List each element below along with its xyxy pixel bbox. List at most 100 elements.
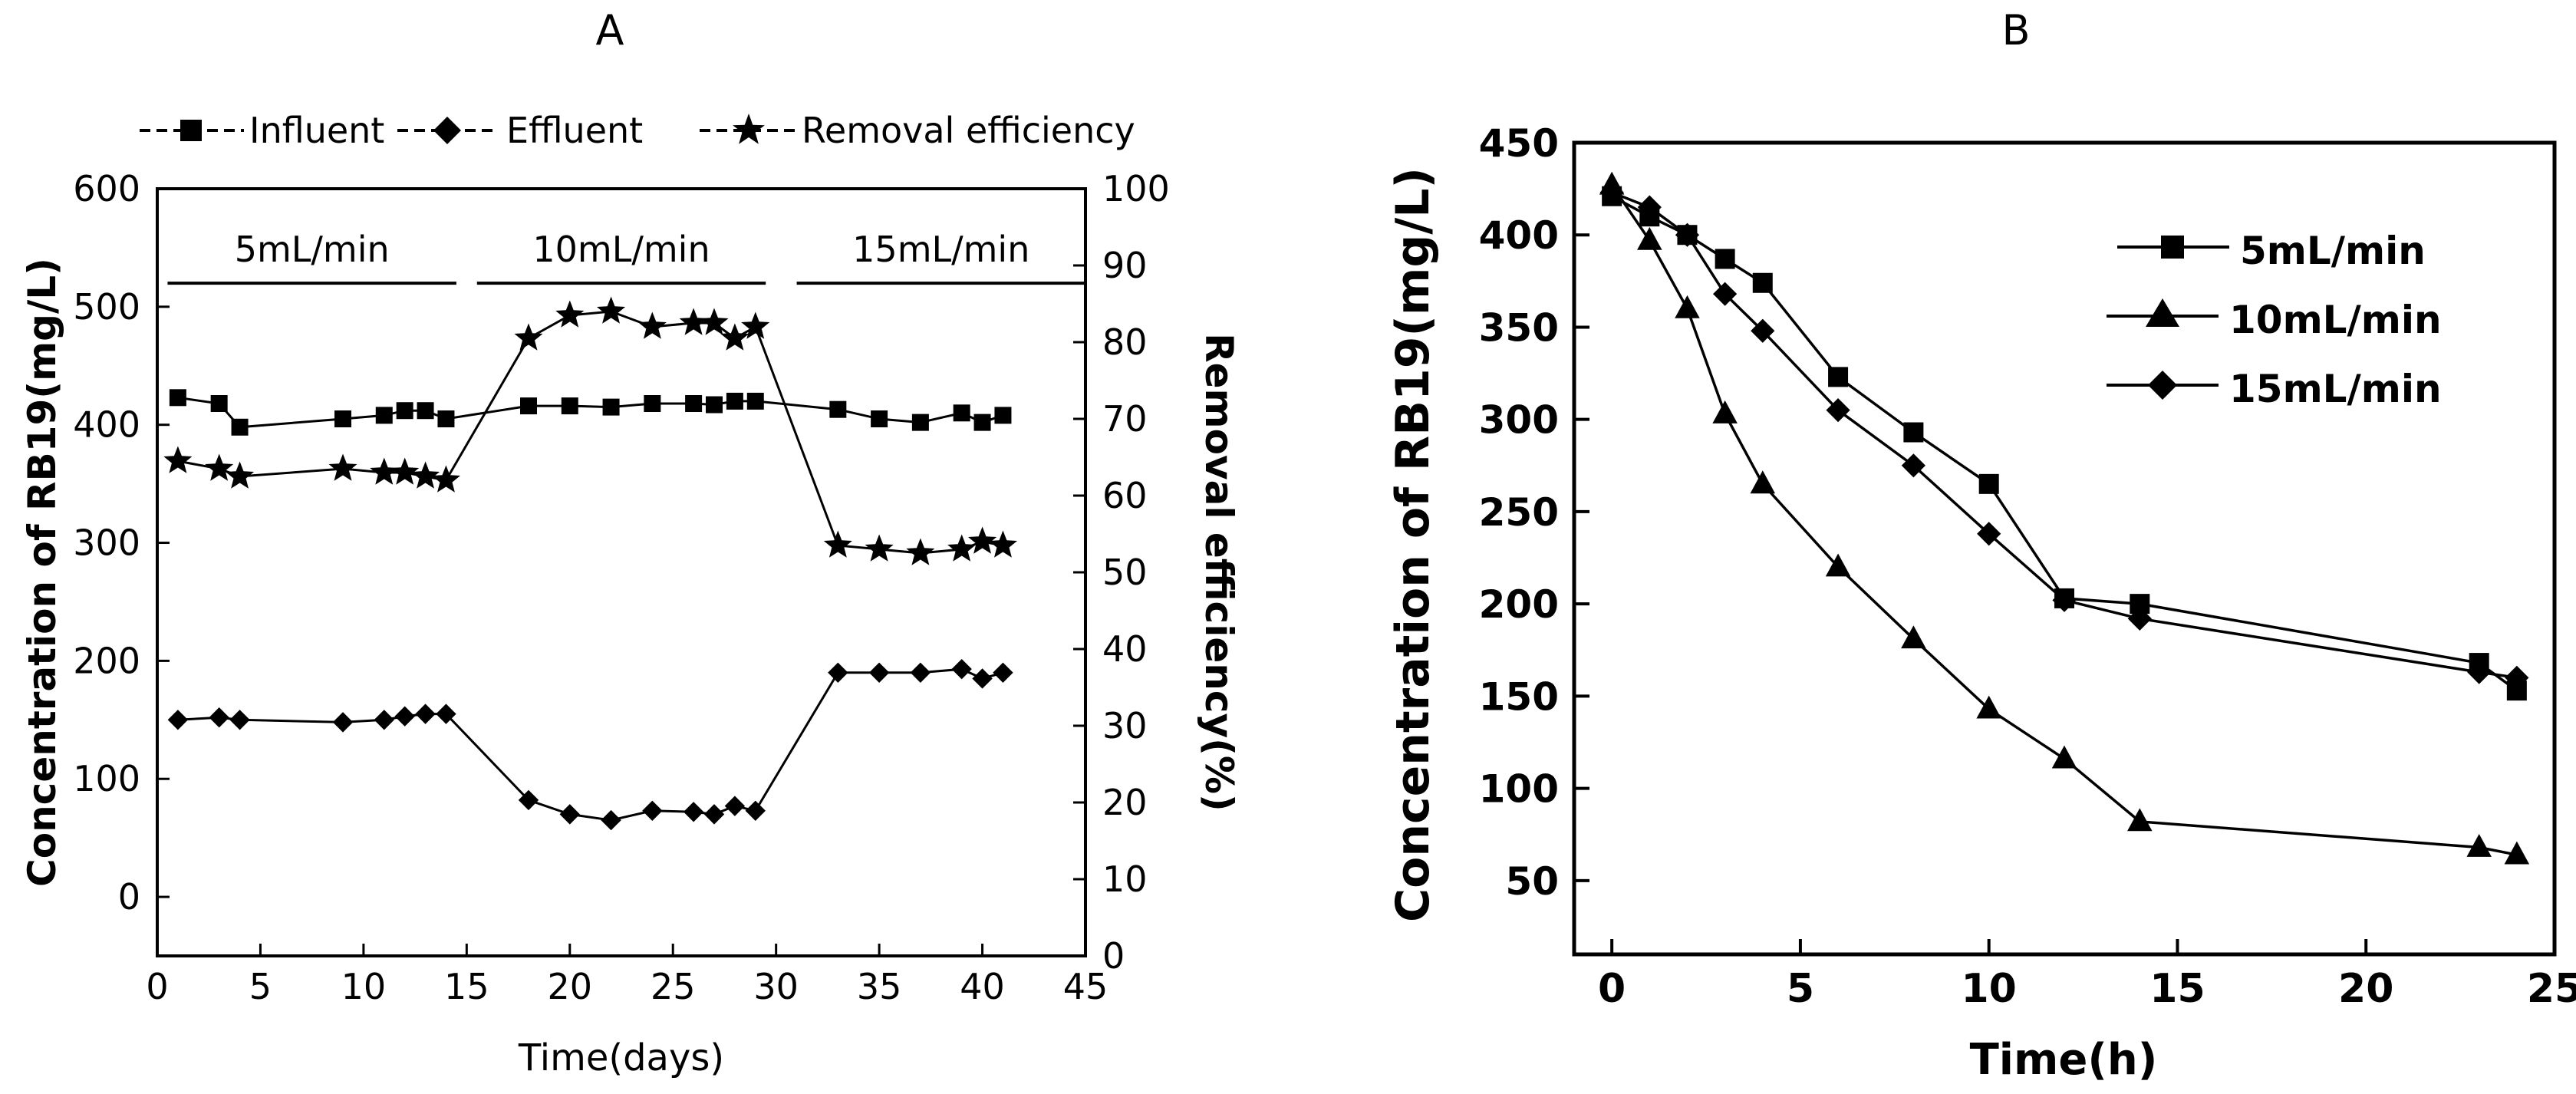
legend-removal-efficiency-label: Removal efficiency <box>802 110 1135 151</box>
phase-label: 15mL/min <box>852 229 1029 270</box>
data-point-removal-efficiency <box>390 457 420 485</box>
data-point-15ml-min <box>1675 222 1700 247</box>
y2-tick-label: 10 <box>1102 858 1148 900</box>
data-point-effluent <box>518 789 539 811</box>
data-point-removal-efficiency <box>328 453 357 481</box>
legend-effluent-diamond-icon <box>433 117 461 144</box>
y-tick-label: 400 <box>1479 213 1559 258</box>
data-point-effluent <box>415 704 436 724</box>
data-point-removal-efficiency <box>597 296 626 324</box>
legend-removal-efficiency-star-icon <box>733 114 765 144</box>
data-point-effluent <box>951 658 972 680</box>
data-point-10ml-min <box>2127 808 2153 832</box>
x-tick-label: 15 <box>2149 966 2205 1012</box>
y2-tick-label: 40 <box>1102 628 1148 670</box>
x-tick-label: 30 <box>753 966 799 1007</box>
data-point-effluent <box>703 804 725 825</box>
data-point-effluent <box>601 809 621 831</box>
data-point-effluent <box>642 800 663 821</box>
panel-a-x-axis: 0 5 10 15 20 25 30 35 40 45 <box>146 944 1108 1007</box>
series-line-removal-efficiency <box>177 310 1003 555</box>
data-point-influent <box>375 407 393 424</box>
y2-tick-label: 50 <box>1102 552 1148 593</box>
data-point-10ml-min <box>2051 745 2077 769</box>
data-point-influent <box>334 410 351 427</box>
panel-a-title: A <box>596 6 624 54</box>
data-point-15ml-min <box>2467 660 2492 684</box>
data-point-15ml-min <box>2052 588 2077 612</box>
x-tick-label: 40 <box>960 966 1005 1007</box>
data-point-influent <box>829 400 847 418</box>
data-point-10ml-min <box>1675 295 1700 318</box>
data-point-influent <box>746 392 764 410</box>
data-point-5ml-min <box>1903 422 1924 443</box>
data-point-5ml-min <box>1978 473 1999 494</box>
panel-b-y-label: Concentration of RB19(mg/L) <box>1386 167 1440 922</box>
data-point-removal-efficiency <box>637 311 667 339</box>
data-point-effluent <box>724 796 746 816</box>
y2-tick-label: 90 <box>1102 245 1148 286</box>
data-point-effluent <box>972 668 993 689</box>
data-point-5ml-min <box>1715 249 1735 269</box>
data-point-10ml-min <box>2504 841 2530 865</box>
data-point-removal-efficiency <box>514 323 543 351</box>
data-point-10ml-min <box>1976 695 2001 719</box>
panel-a-legend: Influent Effluent Removal efficiency <box>140 110 1135 151</box>
data-point-15ml-min <box>1637 195 1662 219</box>
data-point-influent <box>210 395 228 412</box>
data-point-removal-efficiency <box>947 534 977 562</box>
panel-a-right-axis: 0 10 20 30 40 50 60 70 80 90 100 <box>1073 168 1170 977</box>
data-point-removal-efficiency <box>823 530 852 558</box>
panel-b-legend: 5mL/min 10mL/min 15mL/min <box>2107 229 2442 411</box>
data-point-influent <box>396 402 413 420</box>
data-point-effluent <box>993 662 1013 683</box>
data-point-effluent <box>209 707 229 728</box>
data-point-removal-efficiency <box>720 323 749 351</box>
x-tick-label: 25 <box>2527 966 2576 1012</box>
data-point-influent <box>437 410 455 427</box>
y-tick-label: 100 <box>73 758 140 799</box>
x-tick-label: 0 <box>1598 966 1626 1012</box>
data-point-removal-efficiency <box>205 453 234 481</box>
y-tick-label: 200 <box>73 640 140 681</box>
data-point-influent <box>994 407 1012 424</box>
data-point-removal-efficiency <box>411 461 440 489</box>
panel-a-plot-frame <box>156 187 1087 957</box>
y-tick-label: 50 <box>1505 859 1559 904</box>
data-point-influent <box>561 397 578 415</box>
data-point-10ml-min <box>1637 226 1662 250</box>
x-tick-label: 35 <box>857 966 902 1007</box>
y2-tick-label: 30 <box>1102 705 1148 746</box>
data-point-influent <box>706 396 723 414</box>
legend-effluent-label: Effluent <box>506 110 643 151</box>
data-point-15ml-min <box>2127 606 2152 631</box>
data-point-15ml-min <box>1901 453 1925 478</box>
data-point-10ml-min <box>1712 400 1738 423</box>
data-point-influent <box>911 414 929 431</box>
data-point-10ml-min <box>1750 470 1776 494</box>
y-tick-label: 0 <box>118 876 140 918</box>
legend-10ml-triangle-icon <box>2146 298 2179 327</box>
y2-tick-label: 0 <box>1102 935 1125 977</box>
data-point-influent <box>417 402 434 420</box>
panel-b-y-axis: 50 100 150 200 250 300 350 400 450 <box>1479 121 1589 904</box>
data-point-removal-efficiency <box>555 300 585 328</box>
data-point-influent <box>973 414 991 431</box>
data-point-influent <box>231 418 249 436</box>
data-point-influent <box>871 410 888 427</box>
data-point-15ml-min <box>1599 180 1624 205</box>
data-point-influent <box>602 398 620 416</box>
x-tick-label: 0 <box>146 966 168 1007</box>
data-point-15ml-min <box>1826 398 1850 423</box>
series-line-influent <box>177 396 1003 429</box>
data-point-removal-efficiency <box>370 457 399 485</box>
data-point-15ml-min <box>1751 318 1775 343</box>
data-point-5ml-min <box>1828 367 1849 387</box>
y2-tick-label: 20 <box>1102 782 1148 823</box>
x-tick-label: 45 <box>1063 966 1108 1007</box>
panel-a-left-axis: 0 100 200 300 400 500 600 <box>73 168 170 918</box>
data-point-influent <box>685 395 703 412</box>
y-tick-label: 500 <box>73 286 140 328</box>
data-point-effluent <box>828 662 848 683</box>
